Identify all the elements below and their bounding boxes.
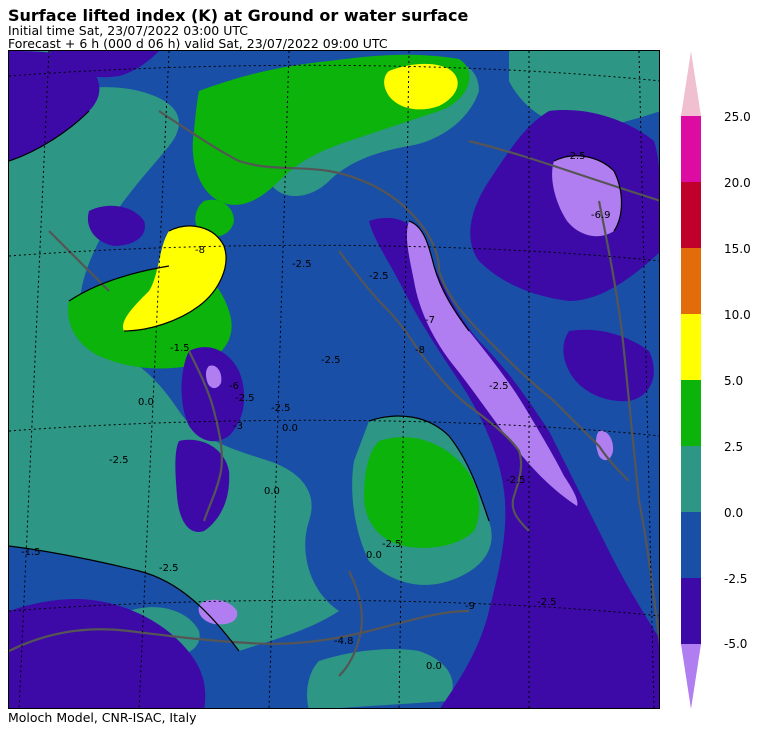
contour-label: -2.5: [369, 271, 389, 282]
contour-label: -4.8: [334, 636, 354, 647]
contour-label: -6: [229, 381, 239, 392]
contour-label: -2.5: [537, 597, 557, 608]
contour-lines: [9, 110, 623, 652]
colorbar-band-0-2.5: [681, 446, 701, 512]
contour-label: -2.5: [235, 393, 255, 404]
contour-label: -2.5: [489, 381, 509, 392]
colorbar: [680, 50, 760, 710]
colorbar-tick-label: 10.0: [724, 308, 751, 322]
colorbar-bottom-arrow: [681, 644, 701, 709]
contour-label: -2.5: [271, 403, 291, 414]
initial-time-label: Initial time Sat, 23/07/2022 03:00 UTC: [8, 23, 249, 38]
contour-label: -2.5: [506, 475, 526, 486]
colorbar-band-minus2.5-0: [681, 512, 701, 578]
model-credit: Moloch Model, CNR-ISAC, Italy: [8, 710, 197, 725]
contour-label: -9: [465, 601, 475, 612]
contour-label: -2.5: [159, 563, 179, 574]
contour-label: -2.5: [382, 539, 402, 550]
contour-label: -2.5: [109, 455, 129, 466]
contour-labels: -2.5 -6.9 -8 -7 -2.5 -2.5 0.0 -1.5 -6 -2…: [21, 151, 611, 672]
contour-label: -1.5: [21, 547, 41, 558]
forecast-valid-label: Forecast + 6 h (000 d 06 h) valid Sat, 2…: [8, 36, 388, 51]
colorbar-tick-label: 15.0: [724, 242, 751, 256]
colorbar-band-10-15: [681, 248, 701, 314]
lifted-index-map: -2.5 -6.9 -8 -7 -2.5 -2.5 0.0 -1.5 -6 -2…: [8, 50, 660, 709]
contour-label: 0.0: [138, 397, 154, 408]
colorbar-top-arrow: [681, 51, 701, 116]
contour-label: -1.5: [170, 343, 190, 354]
colorbar-tick-label: 25.0: [724, 110, 751, 124]
contour-label: -8: [415, 345, 425, 356]
contour-label: -8: [195, 245, 205, 256]
colorbar-tick-label: 5.0: [724, 374, 744, 388]
contour-label: 0.0: [366, 550, 382, 561]
graticule: [9, 51, 659, 708]
colorbar-band-20-25: [681, 116, 701, 182]
colorbar-tick-label: 0.0: [724, 506, 744, 520]
contour-label: -6.9: [591, 210, 611, 221]
contour-label: -2.5: [292, 259, 312, 270]
colorbar-band-2.5-5: [681, 380, 701, 446]
contour-label: 0.0: [264, 486, 280, 497]
colorbar-tick-label: -2.5: [724, 572, 748, 586]
colorbar-band-15-20: [681, 182, 701, 248]
contour-label: -2.5: [566, 151, 586, 162]
contour-label: 0.0: [426, 661, 442, 672]
contour-label: -3: [233, 421, 243, 432]
colorbar-band-minus5-minus2.5: [681, 578, 701, 644]
colorbar-tick-label: -5.0: [724, 637, 748, 651]
contour-label: 0.0: [282, 423, 298, 434]
field-below-minus5: [198, 155, 622, 625]
map-title: Surface lifted index (K) at Ground or wa…: [8, 6, 469, 25]
contour-label: -2.5: [321, 355, 341, 366]
colorbar-tick-label: 20.0: [724, 176, 751, 190]
colorbar-band-5-10: [681, 314, 701, 380]
colorbar-tick-label: 2.5: [724, 440, 744, 454]
contour-label: -7: [425, 315, 435, 326]
